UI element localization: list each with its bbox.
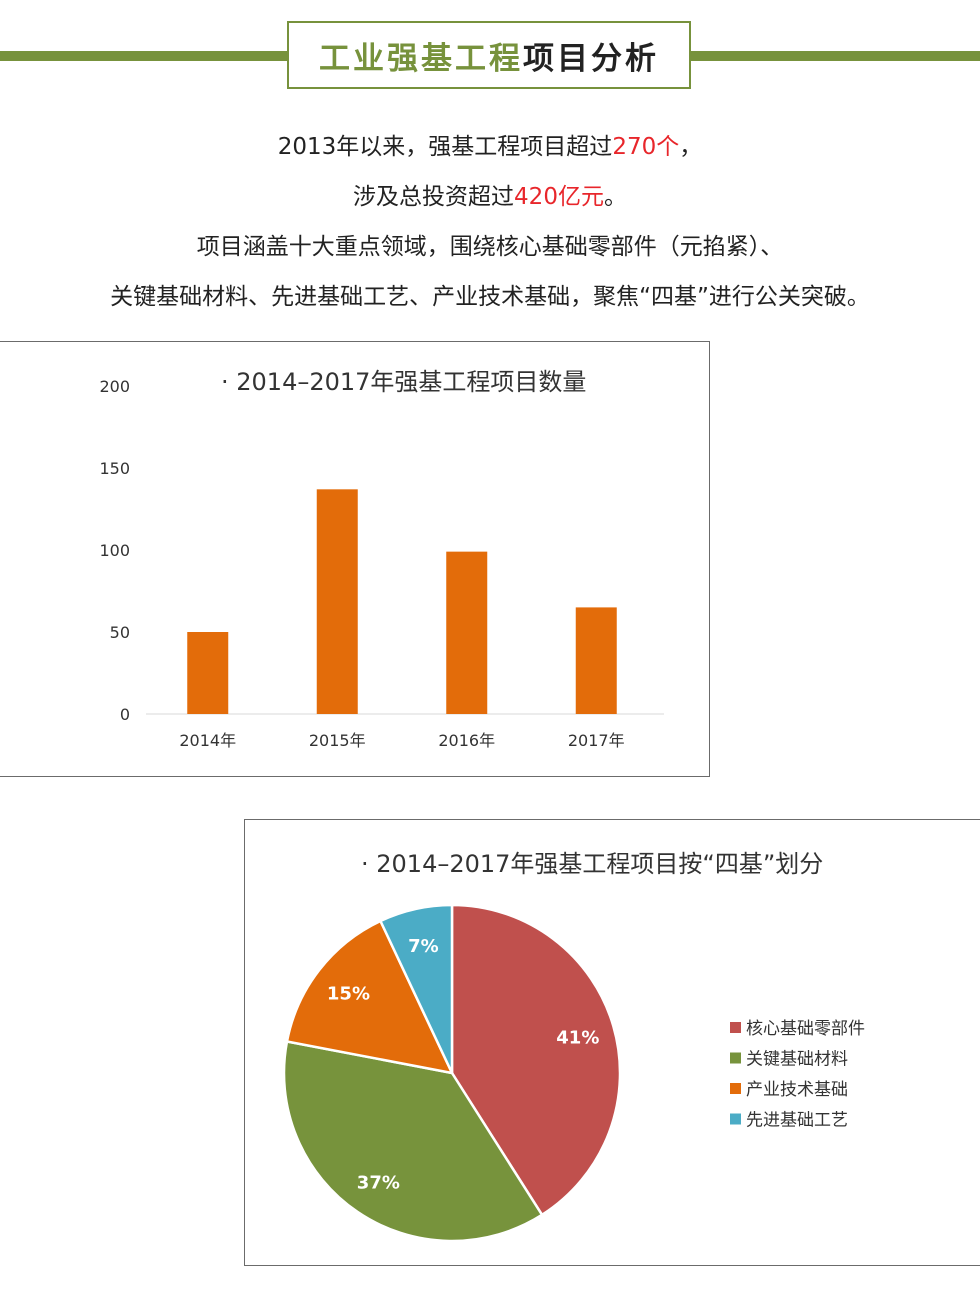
intro-line-1: 2013年以来，强基工程项目超过270个，: [0, 122, 980, 172]
page-title-green: 工业强基工程: [319, 40, 523, 77]
intro-investment: 420亿元: [514, 184, 604, 210]
legend-label: 关键基础材料: [746, 1050, 848, 1070]
intro-line-2-text: 涉及总投资超过: [353, 184, 515, 210]
intro-line-3: 项目涵盖十大重点领域，围绕核心基础零部件（元掐紧）、: [196, 234, 784, 260]
bar-y-tick-label: 0: [120, 705, 130, 724]
bar-chart-title: · 2014–2017年强基工程项目数量: [221, 368, 587, 396]
bar-chart: 0 50 100 150 200 2014年 2015年 2016年 2017年: [99, 377, 664, 750]
intro-line-2: 涉及总投资超过420亿元。: [0, 172, 980, 222]
legend-swatch: [730, 1052, 741, 1064]
intro-line-2-end: 。: [603, 184, 627, 210]
bar-2017年: [575, 607, 617, 714]
legend-label: 先进基础工艺: [746, 1111, 848, 1131]
pie-chart-title: · 2014–2017年强基工程项目按“四基”划分: [361, 850, 824, 878]
legend-label: 核心基础零部件: [746, 1019, 865, 1039]
bar-chart-panel: · 2014–2017年强基工程项目数量 0 50 100 150 200 2014年 20…: [0, 341, 710, 777]
legend-swatch: [730, 1083, 741, 1094]
intro-line-4: 关键基础材料、先进基础工艺、产业技术基础，聚焦“四基”进行公关突破。: [110, 284, 870, 310]
pie-data-label: 37%: [357, 1172, 400, 1193]
bar-x-tick-label: 2015年: [309, 731, 366, 750]
legend-swatch: [730, 1113, 741, 1125]
pie-data-label: 41%: [556, 1027, 599, 1048]
bar-2014年: [187, 632, 229, 714]
pie-slice-关键基础材料: [282, 1040, 544, 1243]
intro-text: 2013年以来，强基工程项目超过270个， 涉及总投资超过420亿元。 项目涵盖…: [0, 122, 980, 322]
bar-y-tick-label: 200: [99, 377, 130, 396]
intro-line-1-text: 2013年以来，强基工程项目超过: [277, 134, 613, 160]
bar-y-tick-label: 100: [99, 541, 130, 560]
pie-slice-产业技术基础: [285, 919, 455, 1075]
intro-project-count: 270个: [612, 134, 680, 160]
page-title: 工业强基工程 项目分析: [287, 21, 691, 89]
pie-data-label: 7%: [408, 936, 439, 957]
bar-y-tick-label: 150: [99, 459, 130, 478]
pie-chart-panel: · 2014–2017年强基工程项目按“四基”划分 41% 37% 15% 7% 核心基…: [244, 819, 980, 1266]
bar-x-tick-label: 2017年: [568, 731, 625, 750]
bar-y-tick-label: 50: [110, 623, 130, 642]
bar-x-tick-label: 2014年: [179, 731, 236, 750]
legend-label: 产业技术基础: [746, 1080, 848, 1100]
legend-swatch: [730, 1022, 741, 1033]
pie-data-label: 15%: [327, 984, 370, 1005]
bar-2015年: [316, 489, 358, 714]
page-title-dark: 项目分析: [523, 40, 659, 77]
pie-slice-先进基础工艺: [378, 903, 454, 1074]
header-rule-left: [0, 51, 287, 61]
intro-line-1-end: ，: [679, 134, 703, 160]
header-rule-right: [691, 51, 980, 61]
bar-x-tick-label: 2016年: [438, 731, 495, 750]
bar-2016年: [446, 551, 488, 714]
